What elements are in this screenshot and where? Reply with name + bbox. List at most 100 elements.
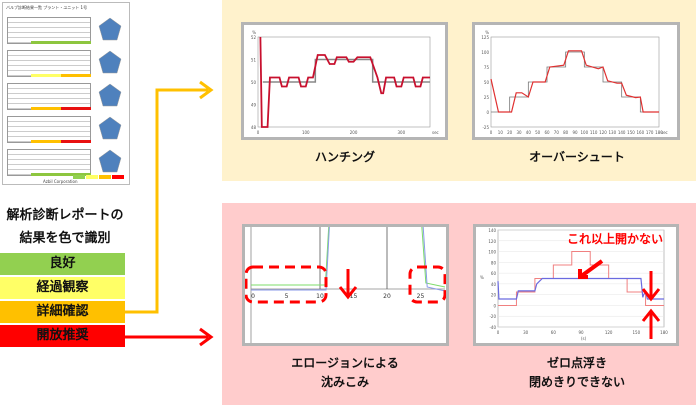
- erosion-caption-1: エロージョンによる: [291, 356, 399, 370]
- zero-float-caption-1: ゼロ点浮き: [546, 356, 607, 370]
- x-tick-label: 90: [578, 330, 584, 335]
- status-segment: [61, 107, 91, 110]
- y-tick-label: 49: [251, 103, 257, 108]
- radar-shape: [98, 116, 122, 140]
- x-tick-label: 70: [554, 130, 560, 135]
- y-tick-label: 100: [481, 50, 489, 55]
- response-line: [259, 36, 430, 128]
- y-tick-label: 25: [484, 95, 490, 100]
- y-unit-label: %: [252, 30, 256, 35]
- radar-chart: [98, 116, 122, 140]
- radar-shape: [98, 17, 122, 41]
- x-tick-label: 30: [523, 330, 529, 335]
- annotation-cannot-open-further: これ以上開かない: [567, 232, 664, 246]
- down-arrow-icon: [641, 271, 661, 302]
- green-trace: [251, 226, 330, 286]
- report-valve-entry: [7, 112, 127, 145]
- x-tick-label: 200: [350, 130, 358, 135]
- category-detail-check: 詳細確認: [0, 301, 125, 323]
- report-table: [7, 116, 91, 143]
- status-segment: [31, 41, 61, 44]
- radar-shape: [98, 50, 122, 74]
- x-tick-label: 0: [490, 130, 493, 135]
- report-legend: [73, 175, 124, 179]
- green-trace: [421, 226, 446, 288]
- status-segment: [61, 74, 91, 77]
- x-tick-label: 40: [526, 130, 532, 135]
- y-tick-label: -20: [489, 314, 496, 319]
- orange-arrowhead: [199, 80, 214, 100]
- hunting-caption: ハンチング: [314, 150, 375, 164]
- legend-heading-line1: 解析診断レポートの: [6, 208, 124, 223]
- zero-float-caption-2: 閉めきりできない: [528, 375, 625, 389]
- y-tick-label: 20: [491, 293, 497, 298]
- y-tick-label: 50: [484, 80, 490, 85]
- diagnosis-report-thumbnail: バルブ診断結果一覧 プラント・ユニット 1号 Azbil Corporation: [2, 2, 130, 185]
- status-segment: [61, 41, 91, 44]
- x-tick-label: 150: [627, 130, 635, 135]
- x-tick-label: 80: [563, 130, 569, 135]
- status-segment: [61, 173, 91, 176]
- status-segment: [31, 173, 61, 176]
- x-tick-label: 15: [350, 293, 358, 300]
- x-unit-label: (s): [581, 336, 587, 341]
- highlight-box-sunk-left: [244, 265, 328, 304]
- x-tick-label: 5: [285, 293, 289, 300]
- x-tick-label: 130: [609, 130, 617, 135]
- report-status-bar: [31, 140, 91, 143]
- y-tick-label: 100: [488, 250, 496, 255]
- down-arrow-icon: [338, 269, 358, 300]
- x-tick-label: 0: [497, 330, 500, 335]
- y-tick-label: 50: [251, 80, 257, 85]
- y-tick-label: 48: [251, 125, 257, 130]
- x-tick-label: 20: [507, 130, 513, 135]
- x-tick-label: 300: [398, 130, 406, 135]
- x-tick-label: 180: [660, 330, 668, 335]
- report-title: バルブ診断結果一覧 プラント・ユニット 1号: [6, 5, 88, 10]
- x-tick-label: 110: [590, 130, 598, 135]
- report-status-bar: [31, 74, 91, 77]
- blue-trace: [251, 226, 330, 291]
- x-tick-label: 150: [633, 330, 641, 335]
- setpoint-line: [491, 51, 659, 113]
- y-tick-label: -25: [482, 125, 489, 130]
- report-status-bar: [31, 107, 91, 110]
- y-tick-label: -40: [489, 325, 496, 330]
- y-tick-label: 140: [488, 228, 496, 233]
- report-status-bar: [31, 41, 91, 44]
- connector-arrows: [125, 80, 214, 347]
- category-good: 良好: [0, 253, 125, 275]
- radar-chart: [98, 149, 122, 173]
- valve-position-line: [497, 277, 664, 300]
- orange-arrow: [125, 88, 208, 314]
- category-overhaul: 開放推奨: [0, 325, 125, 347]
- erosion-chart: 0 5 10 15 20 25: [242, 224, 449, 346]
- report-valve-entry: [7, 79, 127, 112]
- x-tick-label: 20: [383, 293, 391, 300]
- x-tick-label: 180: [655, 130, 663, 135]
- status-segment: [31, 107, 61, 110]
- x-tick-label: 90: [572, 130, 578, 135]
- input-signal-line: [498, 251, 664, 306]
- hunting-chart: 52 51 50 49 48 0 100 200 300% sec: [241, 22, 448, 140]
- status-segment: [61, 140, 91, 143]
- y-tick-label: 0: [493, 303, 496, 308]
- overshoot-caption: オーバーシュート: [529, 150, 625, 164]
- radar-chart: [98, 50, 122, 74]
- legend-heading-line2: 結果を色で識別: [19, 231, 111, 246]
- x-tick-label: 140: [618, 130, 626, 135]
- radar-chart: [98, 17, 122, 41]
- x-tick-label: 100: [302, 130, 310, 135]
- x-tick-label: 120: [605, 330, 613, 335]
- y-tick-label: 125: [481, 35, 489, 40]
- response-line: [490, 50, 659, 113]
- x-tick-label: 30: [516, 130, 522, 135]
- y-tick-label: 40: [491, 282, 497, 287]
- category-watch: 経過観察: [0, 277, 125, 299]
- y-tick-label: 60: [491, 271, 497, 276]
- status-segment: [31, 74, 61, 77]
- pointing-arrow-icon: [578, 259, 604, 279]
- radar-shape: [98, 83, 122, 107]
- y-unit-label: %: [485, 30, 489, 35]
- zero-float-chart: 140 120 100 80 60 40 20 0 -20 -40 0 30 60 90 120 150 180…: [473, 224, 679, 346]
